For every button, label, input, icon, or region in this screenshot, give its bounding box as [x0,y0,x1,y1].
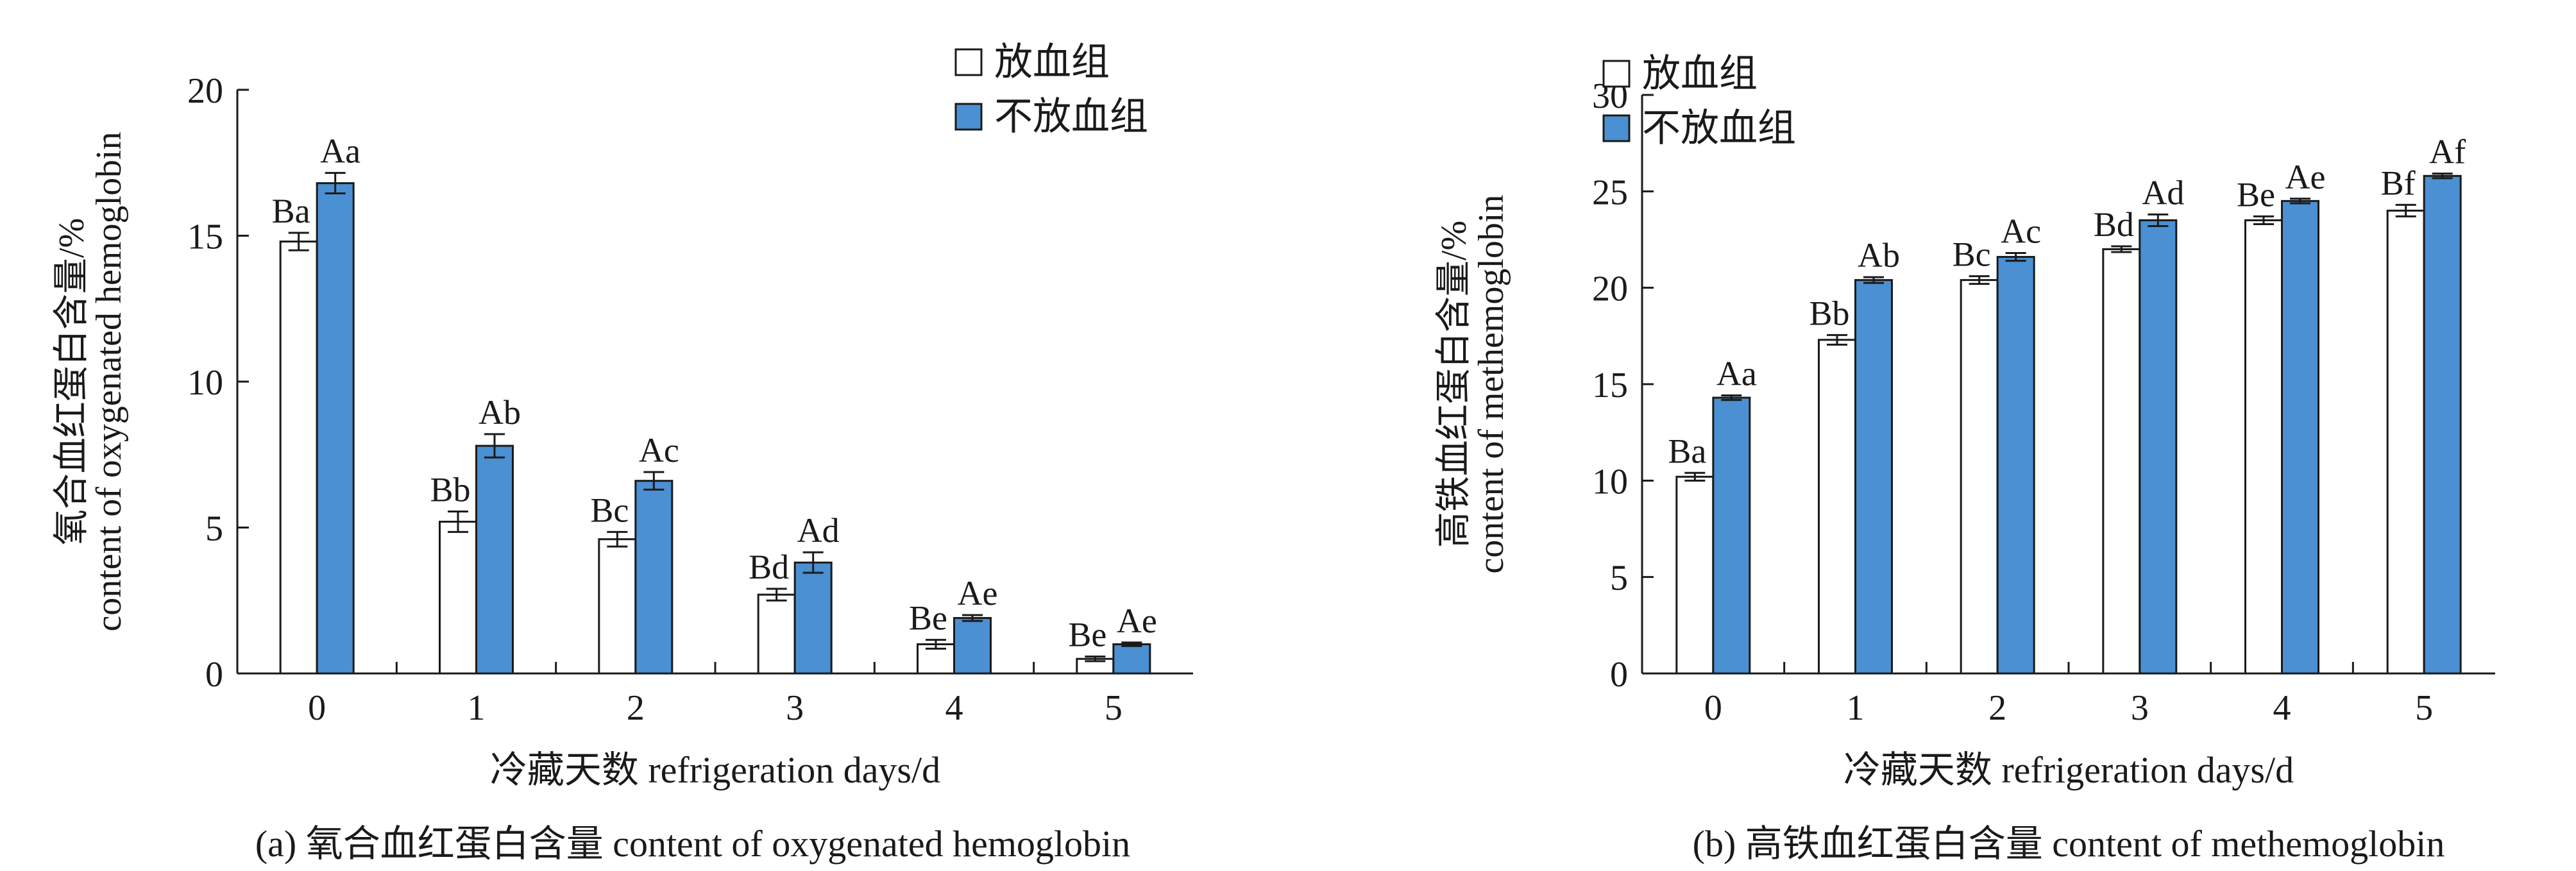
legend-label: 放血组 [1642,53,1758,95]
bar-series-2 [1854,279,1893,675]
x-tick-label: 1 [1847,688,1865,728]
bar-series-1 [1960,279,1999,675]
x-axis-title: 冷藏天数 refrigeration days/d [1843,749,2294,791]
x-tick-label: 5 [2415,688,2433,728]
significance-label: Aa [320,132,360,171]
y-tick-label: 5 [1610,559,1628,598]
significance-label: Ac [639,431,679,469]
significance-label: Ac [2001,212,2041,251]
bar-series-1 [2386,209,2425,675]
significance-label: Ad [2142,173,2184,212]
bar-series-1 [439,520,477,675]
significance-label: Be [1068,616,1106,654]
y-tick-label: 10 [1592,462,1628,502]
significance-label: Af [2429,133,2466,171]
x-tick-label: 4 [2273,688,2291,728]
y-axis-title: 高铁血红蛋白含量/%content of methemoglobin [1434,195,1511,574]
bar-series-2 [1712,396,1751,675]
legend-swatch [954,48,983,76]
significance-label: Be [2237,175,2275,214]
significance-label: Ab [479,393,521,432]
y-tick-label: 15 [187,217,223,257]
bar-series-2 [1112,643,1151,675]
y-axis-title: 氧合血红蛋白含量/%content of oxygenated hemoglob… [52,131,129,631]
x-tick-label: 0 [1704,688,1722,728]
bar-series-2 [1996,256,2035,675]
x-tick-label: 3 [786,688,804,728]
significance-label: Be [909,599,947,638]
y-axis-title-en: content of oxygenated hemoglobin [89,131,129,631]
legend-label: 放血组 [994,41,1110,83]
bar-series-1 [757,593,796,675]
legend-label: 不放血组 [994,96,1148,138]
y-tick-label: 20 [187,71,223,111]
x-tick-label: 1 [468,688,486,728]
y-tick-label: 0 [205,655,223,695]
bar-series-1 [279,241,318,675]
significance-label: Aa [1716,354,1757,393]
bar-series-2 [475,444,514,675]
significance-label: Bf [2381,164,2416,202]
bar-series-2 [953,617,992,675]
legend-swatch [1602,60,1631,88]
y-tick-label: 25 [1592,173,1628,212]
bar-series-1 [598,538,637,675]
significance-label: Ae [1117,602,1157,640]
significance-label: Ab [1858,236,1900,275]
legend-label: 不放血组 [1642,107,1796,149]
significance-label: Bb [430,470,470,509]
x-tick-label: 4 [945,688,963,728]
x-tick-label: 2 [627,688,645,728]
bar-series-2 [793,561,833,675]
bar-series-2 [2281,199,2319,675]
y-axis-title-cn: 氧合血红蛋白含量/% [52,218,92,545]
x-tick-label: 2 [1988,688,2006,728]
x-tick-label: 3 [2131,688,2149,728]
bar-series-1 [1675,475,1715,675]
significance-label: Ae [958,574,998,613]
y-axis-title-en: content of methemoglobin [1471,195,1511,574]
bar-series-2 [316,182,355,675]
bar-series-2 [2423,174,2462,675]
significance-label: Ad [797,511,840,550]
bar-series-1 [2244,219,2283,675]
bar-series-1 [2102,248,2141,675]
significance-label: Bd [2094,205,2134,244]
legend-swatch [954,103,983,131]
legend-swatch [1602,114,1631,142]
y-tick-label: 20 [1592,269,1628,309]
x-axis-title: 冷藏天数 refrigeration days/d [490,749,940,791]
y-tick-label: 5 [205,509,223,549]
figure-caption: (a) 氧合血红蛋白含量 content of oxygenated hemog… [255,823,1130,865]
significance-label: Ba [1668,432,1706,470]
x-tick-label: 5 [1105,688,1123,728]
significance-label: Ba [272,192,310,230]
bar-series-2 [2139,219,2178,675]
significance-label: Bd [749,548,789,586]
y-axis-title-cn: 高铁血红蛋白含量/% [1434,221,1474,548]
significance-label: Bc [1953,235,1991,274]
significance-label: Bb [1809,294,1849,332]
bar-series-1 [1818,339,1856,675]
bar-series-2 [634,480,674,675]
y-tick-label: 0 [1610,655,1628,695]
y-tick-label: 10 [187,363,223,403]
figure-caption: (b) 高铁血红蛋白含量 content of methemoglobin [1693,823,2445,865]
y-tick-label: 15 [1592,366,1628,405]
x-tick-label: 0 [308,688,326,728]
significance-label: Bc [590,491,629,529]
significance-label: Ae [2285,158,2326,196]
